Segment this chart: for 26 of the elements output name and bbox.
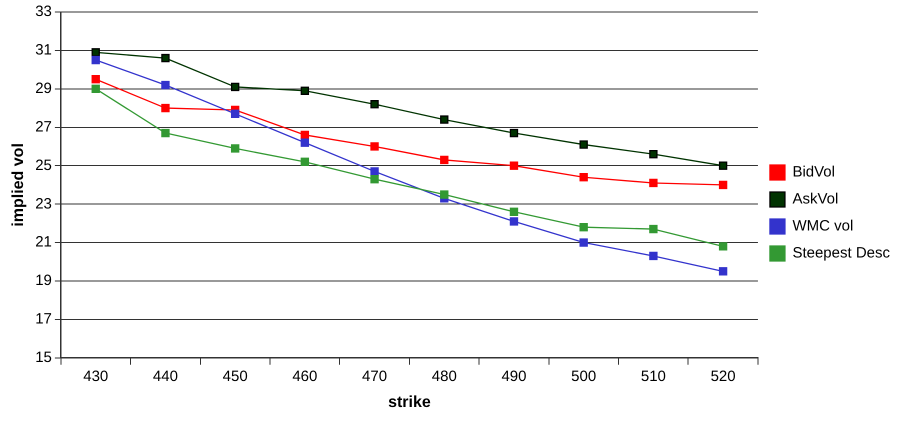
y-tick-label: 25	[35, 156, 52, 174]
y-tick-label: 31	[35, 42, 52, 59]
y-tick-label: 17	[35, 310, 52, 328]
y-tick-label: 23	[35, 195, 52, 212]
x-tick-label: 430	[83, 368, 108, 385]
x-tick-label: 460	[292, 368, 318, 385]
legend-label: Steepest Desc	[792, 244, 890, 262]
y-tick-label: 27	[35, 118, 52, 136]
x-tick-label: 470	[362, 368, 388, 385]
legend-label: WMC vol	[792, 218, 854, 235]
y-tick-label: 33	[35, 3, 52, 20]
y-tick-label: 15	[35, 348, 52, 366]
x-tick-label: 440	[152, 368, 178, 385]
y-axis-title: implied vol	[10, 143, 28, 227]
y-tick-label: 21	[35, 234, 52, 251]
x-tick-label: 480	[432, 368, 457, 385]
x-tick-label: 500	[571, 368, 596, 385]
legend-label: BidVol	[792, 164, 835, 181]
x-tick-label: 450	[222, 368, 248, 385]
x-tick-label: 510	[640, 368, 666, 385]
legend-label: AskVol	[792, 190, 838, 208]
y-tick-label: 29	[35, 80, 52, 97]
x-tick-label: 490	[501, 368, 526, 385]
y-tick-label: 19	[35, 272, 52, 290]
x-axis-title: strike	[388, 394, 431, 411]
x-tick-label: 520	[710, 368, 736, 385]
